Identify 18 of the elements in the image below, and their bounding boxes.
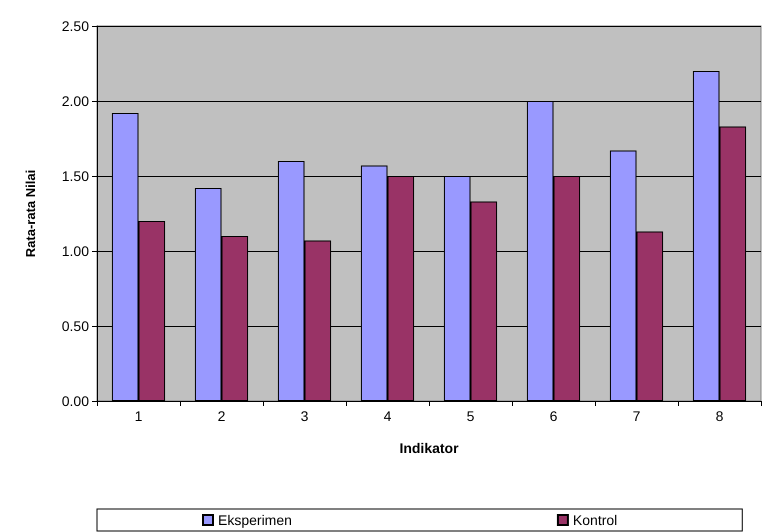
legend-label: Kontrol xyxy=(572,512,618,528)
y-tick-label: 2.50 xyxy=(62,18,90,34)
x-tick-label: 2 xyxy=(218,408,226,424)
y-tick-label: 2.00 xyxy=(62,93,90,109)
x-tick-label: 7 xyxy=(632,408,641,424)
x-tick-label: 3 xyxy=(300,408,309,424)
x-tick-label: 4 xyxy=(384,408,392,424)
y-axis-title: Rata-rata Nilai xyxy=(23,170,38,258)
x-tick-label: 1 xyxy=(134,408,143,424)
y-tick-label: 0.50 xyxy=(62,318,90,334)
x-axis-title: Indikator xyxy=(399,440,460,456)
x-tick-label: 8 xyxy=(716,408,724,424)
y-tick-label: 1.50 xyxy=(62,168,90,184)
x-tick-label: 5 xyxy=(466,408,475,424)
x-tick-label: 6 xyxy=(550,408,558,424)
y-tick-label: 1.00 xyxy=(62,243,90,259)
y-tick-label: 0.00 xyxy=(62,393,90,409)
legend-label: Eksperimen xyxy=(218,512,292,528)
